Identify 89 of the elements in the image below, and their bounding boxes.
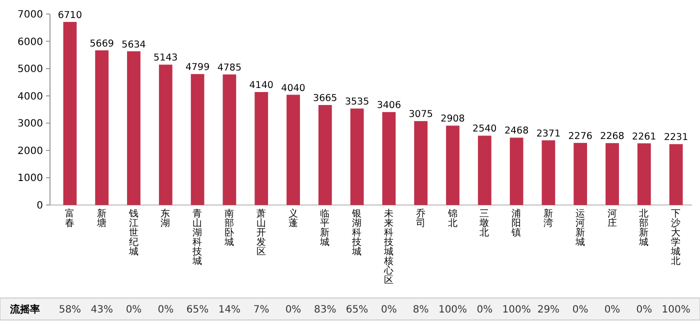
bar xyxy=(414,121,428,205)
data-label: 5143 xyxy=(154,52,178,64)
text: 14% xyxy=(218,304,241,316)
data-label: 2908 xyxy=(440,114,465,125)
data-label: 3665 xyxy=(313,93,338,104)
data-label: 2540 xyxy=(472,124,497,135)
text: 流摇率 xyxy=(9,304,40,316)
data-label: 4140 xyxy=(249,80,274,92)
x-tick-label: 下沙大学城北 xyxy=(670,208,682,267)
y-tick-label: 0 xyxy=(36,200,43,212)
text: 0% xyxy=(604,304,620,316)
x-tick-label: 钱江世纪城 xyxy=(128,208,139,258)
bar xyxy=(574,142,588,205)
bar xyxy=(222,74,236,205)
x-tick-label: 运河新城 xyxy=(574,208,586,248)
x-tick-label: 河庄 xyxy=(607,208,618,229)
bar xyxy=(542,140,556,205)
y-tick-label: 7000 xyxy=(18,10,43,20)
y-tick-label: 4000 xyxy=(18,91,43,102)
bar xyxy=(446,126,460,205)
bar xyxy=(478,136,492,205)
data-label: 6710 xyxy=(58,10,82,21)
bar xyxy=(669,144,683,205)
text: 100% xyxy=(438,304,468,316)
x-tick-label: 锦北 xyxy=(446,208,458,229)
y-tick-label: 2000 xyxy=(18,146,43,157)
x-tick-label: 青山湖科技城 xyxy=(192,208,203,267)
data-label: 4040 xyxy=(281,82,306,94)
text: 29% xyxy=(537,304,560,316)
bar xyxy=(382,112,396,205)
x-tick-label: 南部卧城 xyxy=(223,208,234,248)
text: 0% xyxy=(572,304,588,316)
bar xyxy=(190,74,204,205)
y-tick-label: 6000 xyxy=(18,36,43,48)
bar xyxy=(637,143,651,205)
x-tick-label: 北部新城 xyxy=(638,208,650,248)
y-tick-label: 3000 xyxy=(18,118,43,130)
bar xyxy=(158,64,172,205)
x-tick-label: 新湾 xyxy=(543,208,554,229)
text: 0% xyxy=(381,304,397,316)
x-tick-label: 浦阳镇 xyxy=(510,208,522,238)
text: 0% xyxy=(636,304,652,316)
text: 0% xyxy=(158,304,174,316)
text: 65% xyxy=(346,304,368,316)
x-tick-label: 临平新城 xyxy=(319,208,330,248)
text: 100% xyxy=(502,304,531,316)
bar xyxy=(350,108,364,205)
y-tick-label: 5000 xyxy=(18,64,43,76)
data-label: 2276 xyxy=(568,130,592,142)
text: 100% xyxy=(662,304,690,316)
x-tick-label: 乔司 xyxy=(416,208,426,229)
bar xyxy=(95,50,109,205)
bar xyxy=(606,143,619,205)
text: 58% xyxy=(58,304,82,316)
text: 83% xyxy=(314,304,336,316)
x-tick-label: 三墩北 xyxy=(478,208,490,238)
x-tick-label: 义蓬 xyxy=(288,208,298,229)
text: 0% xyxy=(285,304,302,316)
data-label: 3075 xyxy=(408,109,433,120)
data-label: 2371 xyxy=(536,128,561,140)
text: 7% xyxy=(253,304,270,316)
data-label: 4785 xyxy=(217,62,242,74)
text: 8% xyxy=(412,304,429,316)
x-tick-label: 未来科技城核心区 xyxy=(382,208,394,286)
y-tick-label: 1000 xyxy=(18,173,43,184)
bar xyxy=(127,51,140,205)
text: 0% xyxy=(476,304,493,316)
data-label: 2261 xyxy=(632,131,656,142)
data-label: 5634 xyxy=(122,39,146,50)
text: 65% xyxy=(186,304,209,316)
data-label: 5669 xyxy=(90,38,114,50)
x-tick-label: 富春 xyxy=(64,208,75,229)
data-label: 4799 xyxy=(185,62,210,74)
x-tick-label: 新塘 xyxy=(96,208,107,229)
text: 0% xyxy=(126,304,142,316)
x-tick-label: 东湖 xyxy=(160,208,171,229)
bar xyxy=(254,92,268,205)
data-label: 2231 xyxy=(664,132,688,144)
text: 43% xyxy=(90,304,113,316)
x-tick-label: 萧山开发区 xyxy=(256,208,266,258)
data-label: 2268 xyxy=(600,131,624,142)
data-label: 3406 xyxy=(376,100,402,112)
bar xyxy=(286,94,300,205)
x-tick-label: 银湖科技城 xyxy=(351,208,362,258)
bar xyxy=(63,22,77,205)
bar xyxy=(510,138,524,205)
data-label: 3535 xyxy=(344,96,370,108)
bar xyxy=(318,105,332,205)
data-label: 2468 xyxy=(504,126,529,137)
